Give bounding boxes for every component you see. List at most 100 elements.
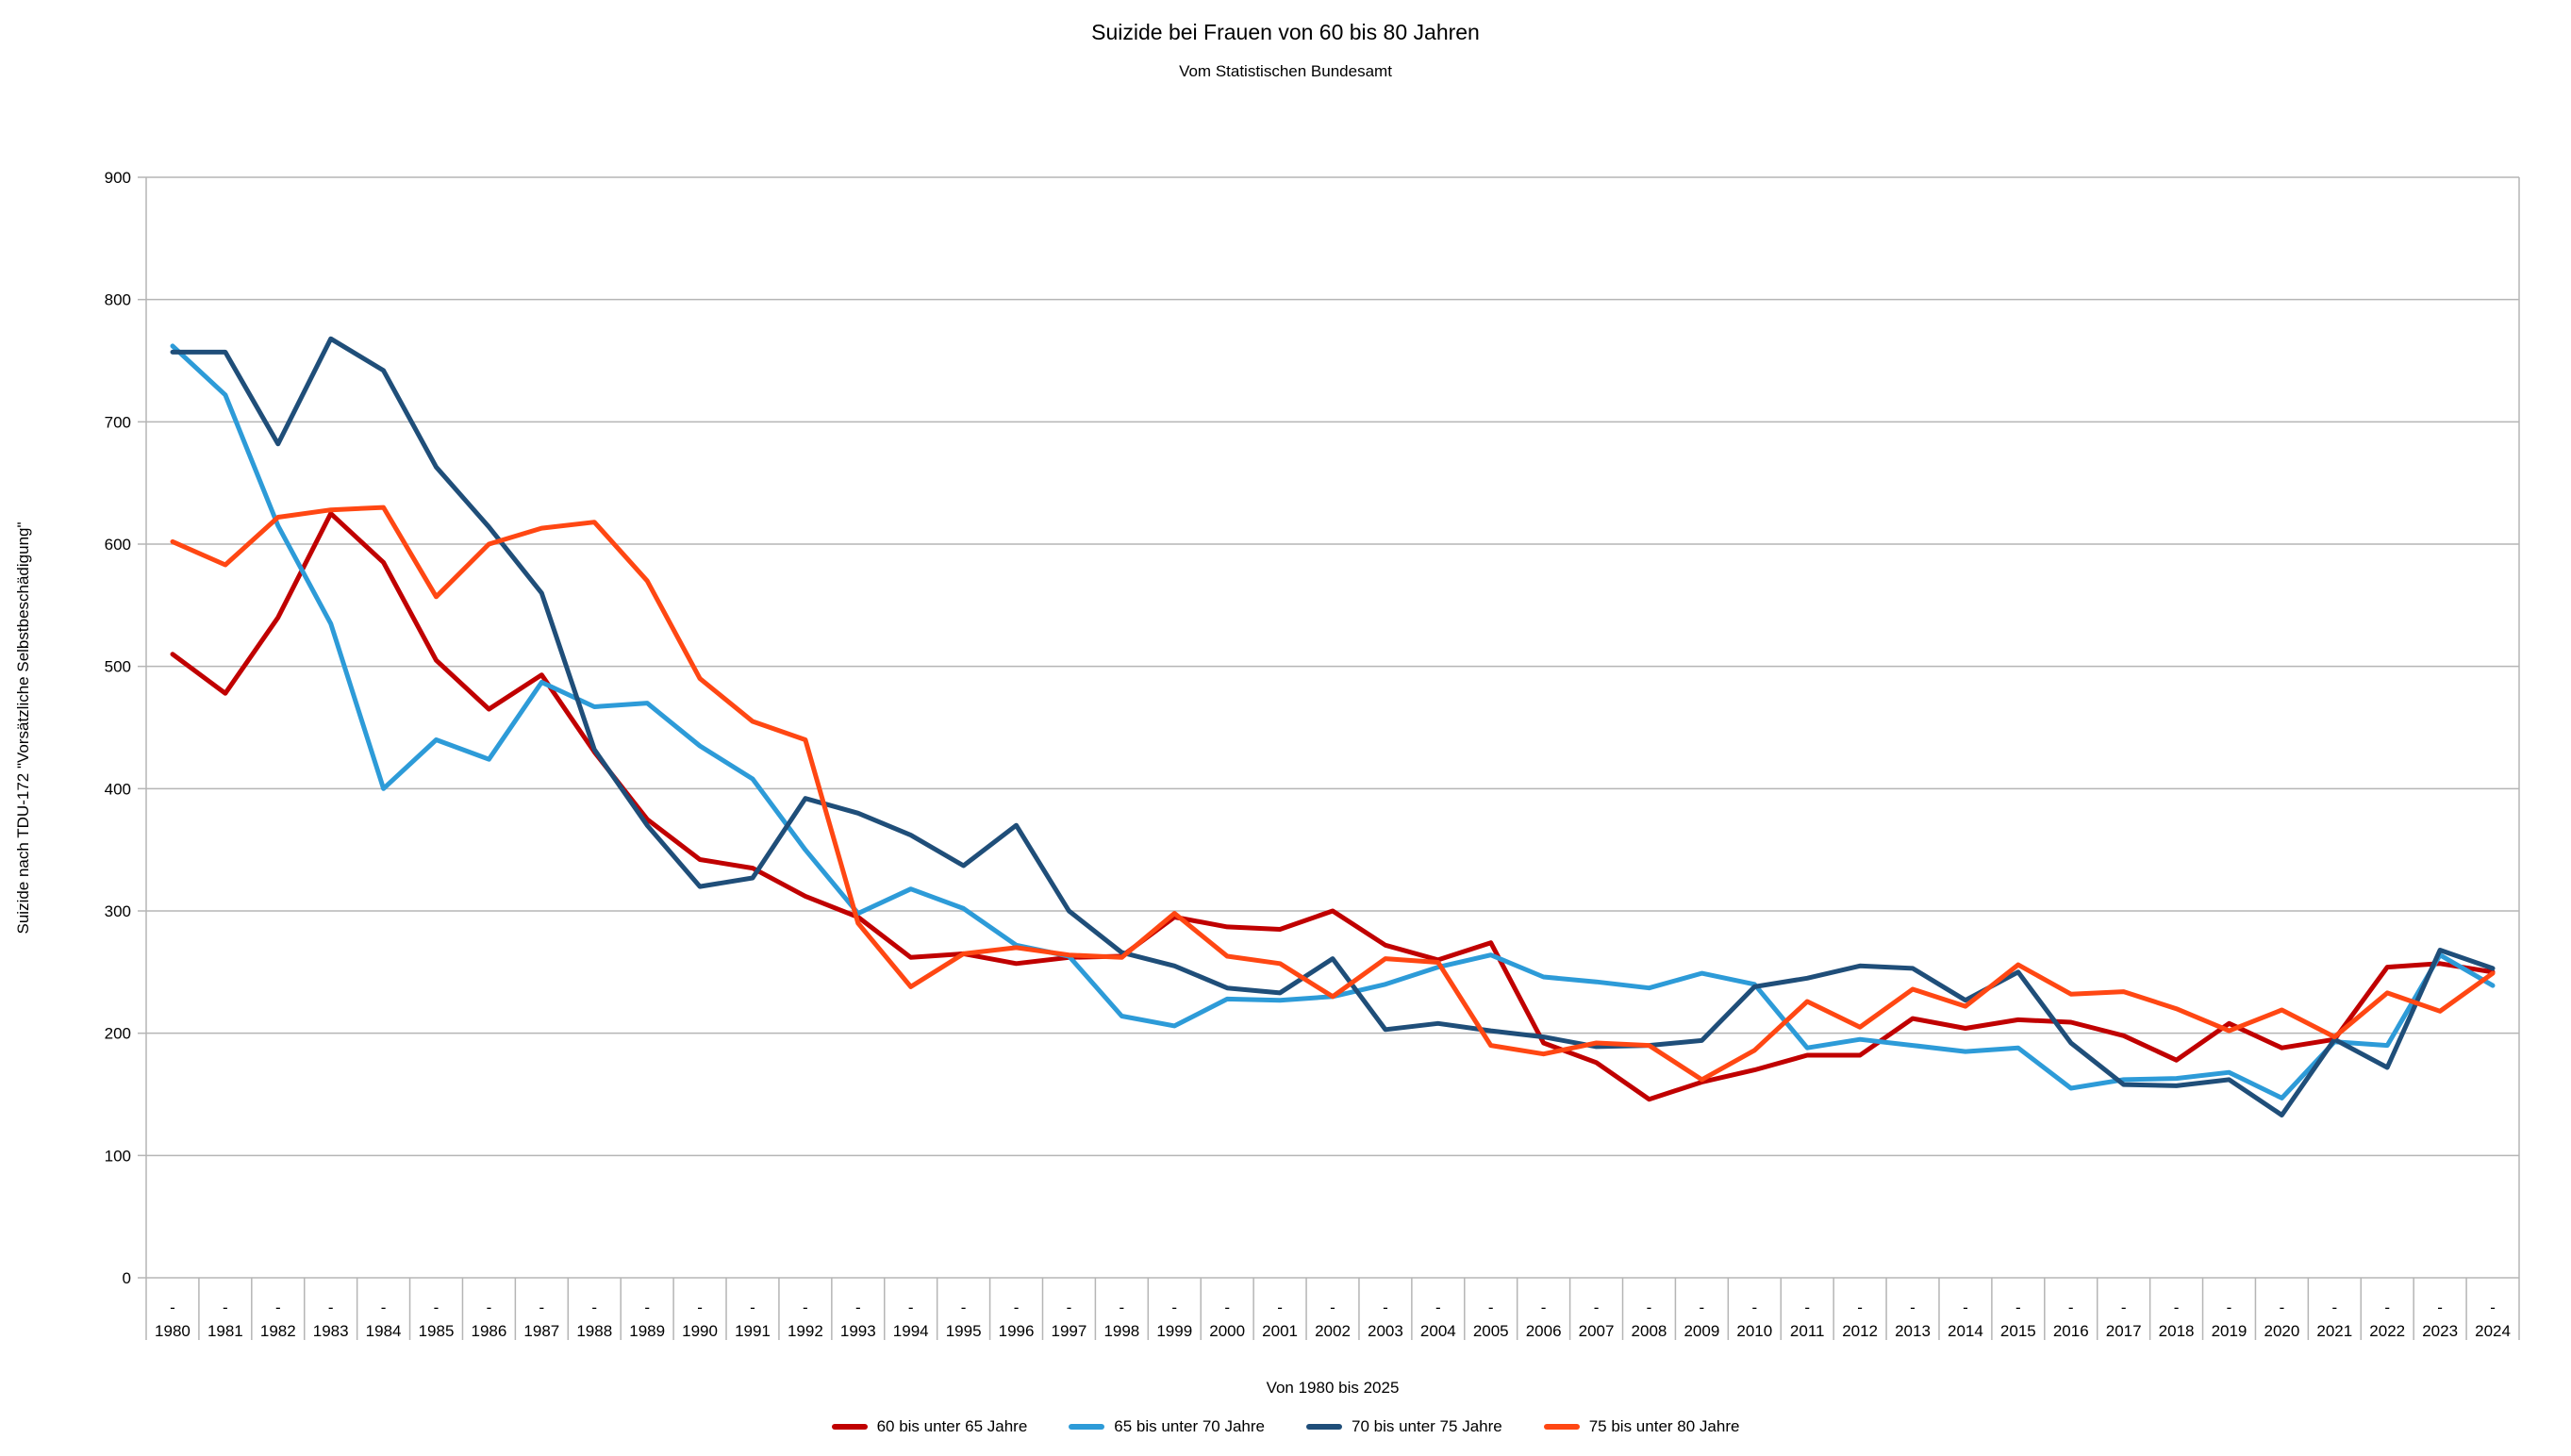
x-tick-year-label: 2011 xyxy=(1790,1322,1825,1340)
y-tick-label: 700 xyxy=(105,413,131,431)
x-tick-dash: - xyxy=(591,1299,597,1316)
x-tick-year-label: 2002 xyxy=(1315,1322,1351,1340)
legend-swatch xyxy=(1069,1423,1105,1430)
x-tick-dash: - xyxy=(1224,1299,1230,1316)
x-tick-year-label: 2021 xyxy=(2316,1322,2352,1340)
x-tick-dash: - xyxy=(1067,1299,1072,1316)
legend: 60 bis unter 65 Jahre 65 bis unter 70 Jah… xyxy=(0,1418,2571,1434)
x-tick-dash: - xyxy=(539,1299,544,1316)
series-line-65-bis-unter-70-jahre xyxy=(170,343,2496,1100)
y-tick-label: 200 xyxy=(105,1025,131,1043)
x-tick-dash: - xyxy=(803,1299,808,1316)
x-tick-year-label: 2020 xyxy=(2264,1322,2299,1340)
x-tick-year-label: 1987 xyxy=(523,1322,559,1340)
x-tick-dash: - xyxy=(1910,1299,1916,1316)
x-tick-dash: - xyxy=(1751,1299,1757,1316)
x-tick-dash: - xyxy=(1963,1299,1968,1316)
legend-item: 75 bis unter 80 Jahre xyxy=(1543,1417,1740,1435)
axes xyxy=(138,176,2520,1340)
y-tick-label: 300 xyxy=(105,902,131,920)
x-tick-year-label: 1997 xyxy=(1052,1322,1087,1340)
x-tick-year-label: 2006 xyxy=(1526,1322,1562,1340)
x-tick-dash: - xyxy=(1120,1299,1125,1316)
legend-swatch xyxy=(831,1423,868,1430)
x-tick-dash: - xyxy=(855,1299,861,1316)
x-tick-dash: - xyxy=(1541,1299,1547,1316)
x-tick-dash: - xyxy=(1383,1299,1388,1316)
x-tick-dash: - xyxy=(1330,1299,1335,1316)
x-tick-dash: - xyxy=(1804,1299,1810,1316)
y-tick-label: 600 xyxy=(105,536,131,554)
x-tick-dash: - xyxy=(2174,1299,2180,1316)
x-tick-year-label: 2000 xyxy=(1209,1322,1245,1340)
x-tick-dash: - xyxy=(434,1299,440,1316)
x-tick-year-label: 1986 xyxy=(472,1322,507,1340)
x-tick-dash: - xyxy=(223,1299,228,1316)
x-tick-year-label: 1983 xyxy=(313,1322,349,1340)
x-tick-year-label: 1981 xyxy=(207,1322,243,1340)
legend-item: 60 bis unter 65 Jahre xyxy=(831,1417,1028,1435)
x-tick-year-label: 1995 xyxy=(946,1322,982,1340)
x-tick-dash: - xyxy=(2068,1299,2074,1316)
x-tick-dash: - xyxy=(1435,1299,1441,1316)
x-tick-dash: - xyxy=(2490,1299,2496,1316)
x-tick-dash: - xyxy=(697,1299,703,1316)
x-tick-year-label: 1992 xyxy=(788,1322,823,1340)
x-tick-dash: - xyxy=(2227,1299,2232,1316)
x-tick-year-label: 1988 xyxy=(576,1322,612,1340)
x-tick-year-label: 1980 xyxy=(155,1322,191,1340)
chart-subtitle: Vom Statistischen Bundesamt xyxy=(1179,62,1392,80)
x-tick-year-label: 2022 xyxy=(2369,1322,2405,1340)
x-tick-year-label: 2001 xyxy=(1262,1322,1298,1340)
series-line-75-bis-unter-80-jahre xyxy=(170,505,2496,1083)
chart-title: Suizide bei Frauen von 60 bis 80 Jahren xyxy=(1091,20,1480,44)
x-tick-dash: - xyxy=(1488,1299,1494,1316)
x-tick-dash: - xyxy=(2280,1299,2285,1316)
x-tick-year-label: 1991 xyxy=(735,1322,771,1340)
x-tick-year-label: 1982 xyxy=(260,1322,296,1340)
x-tick-year-label: 2017 xyxy=(2106,1322,2142,1340)
x-tick-dash: - xyxy=(170,1299,175,1316)
x-axis-label: Von 1980 bis 2025 xyxy=(1267,1379,1400,1397)
x-tick-dash: - xyxy=(1857,1299,1863,1316)
legend-item: 70 bis unter 75 Jahre xyxy=(1306,1418,1502,1434)
tick-labels: 0 100 200 300 400 500 600 700 800 900 - 1980 - 1981 - 1… xyxy=(105,169,2511,1340)
legend-label: 60 bis unter 65 Jahre xyxy=(876,1417,1028,1435)
x-tick-year-label: 1984 xyxy=(366,1322,402,1340)
x-tick-dash: - xyxy=(1171,1299,1177,1316)
x-tick-year-label: 1985 xyxy=(419,1322,455,1340)
x-tick-year-label: 2023 xyxy=(2422,1322,2458,1340)
x-tick-year-label: 1996 xyxy=(999,1322,1035,1340)
y-tick-label: 900 xyxy=(105,169,131,187)
x-tick-dash: - xyxy=(328,1299,334,1316)
x-tick-year-label: 1989 xyxy=(629,1322,665,1340)
y-tick-label: 400 xyxy=(105,780,131,798)
x-tick-year-label: 1990 xyxy=(682,1322,718,1340)
x-tick-year-label: 2008 xyxy=(1632,1322,1667,1340)
x-tick-year-label: 2013 xyxy=(1895,1322,1931,1340)
x-tick-dash: - xyxy=(2384,1299,2390,1316)
data-series xyxy=(170,336,2496,1117)
x-tick-dash: - xyxy=(644,1299,650,1316)
legend-label: 75 bis unter 80 Jahre xyxy=(1588,1417,1740,1435)
x-tick-dash: - xyxy=(908,1299,914,1316)
x-tick-year-label: 2010 xyxy=(1736,1322,1772,1340)
y-axis-label: Suizide nach TDU-172 "Vorsätzliche Selbs… xyxy=(14,521,32,934)
legend-item: 65 bis unter 70 Jahre xyxy=(1069,1418,1265,1434)
x-tick-dash: - xyxy=(487,1299,492,1316)
x-tick-year-label: 2004 xyxy=(1420,1322,1456,1340)
x-tick-dash: - xyxy=(2437,1299,2443,1316)
x-tick-dash: - xyxy=(2121,1299,2127,1316)
gridlines xyxy=(146,176,2519,1279)
y-tick-label: 100 xyxy=(105,1147,131,1165)
series-line-60-bis-unter-65-jahre xyxy=(170,511,2496,1102)
x-tick-year-label: 1994 xyxy=(893,1322,929,1340)
x-tick-year-label: 2016 xyxy=(2053,1322,2089,1340)
legend-label: 70 bis unter 75 Jahre xyxy=(1352,1417,1502,1435)
x-tick-year-label: 2015 xyxy=(2000,1322,2036,1340)
legend-swatch xyxy=(1543,1423,1580,1430)
x-tick-year-label: 2018 xyxy=(2159,1322,2195,1340)
x-tick-dash: - xyxy=(961,1299,967,1316)
